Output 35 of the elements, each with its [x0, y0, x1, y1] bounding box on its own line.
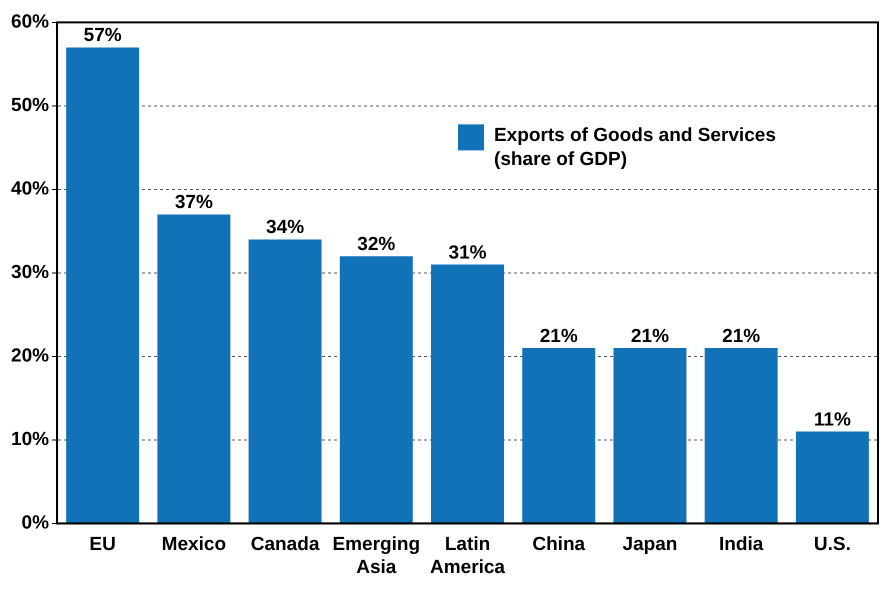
bar — [66, 47, 140, 523]
data-label: 31% — [448, 242, 487, 264]
x-tick-label: India — [719, 534, 764, 556]
y-tick-label: 50% — [10, 95, 50, 116]
data-label: 21% — [722, 326, 760, 347]
y-tick-label: 10% — [10, 429, 50, 450]
x-tick-label: China — [532, 534, 586, 556]
y-tick-label: 20% — [10, 346, 50, 367]
bar — [431, 264, 504, 523]
x-tick-label: Canada — [250, 534, 320, 556]
bar — [248, 240, 322, 523]
legend-label: Exports of Goods and Services (share of GDP) — [494, 125, 776, 170]
bar — [522, 348, 596, 523]
data-label: 32% — [357, 234, 396, 255]
x-tick-label: Emerging Asia — [332, 534, 420, 578]
bar — [796, 432, 869, 523]
data-label: 21% — [630, 326, 670, 347]
x-tick-label: U.S. — [814, 534, 851, 556]
y-tick-label: 60% — [10, 12, 50, 33]
x-tick-label: EU — [89, 534, 116, 556]
bar — [340, 256, 413, 523]
y-tick-label: 30% — [10, 262, 50, 284]
bar — [157, 214, 230, 523]
data-label: 21% — [540, 326, 578, 347]
y-tick-label: 40% — [10, 178, 50, 200]
x-tick-label: Mexico — [162, 534, 226, 556]
data-label: 34% — [266, 217, 304, 238]
data-label: 37% — [174, 192, 213, 214]
bar — [704, 348, 778, 523]
x-tick-label: Japan — [622, 534, 678, 556]
bar — [613, 348, 686, 523]
data-label: 57% — [84, 25, 122, 46]
data-label: 11% — [814, 409, 851, 430]
x-tick-label: Latin America — [430, 534, 506, 578]
y-tick-label: 0% — [22, 512, 50, 534]
